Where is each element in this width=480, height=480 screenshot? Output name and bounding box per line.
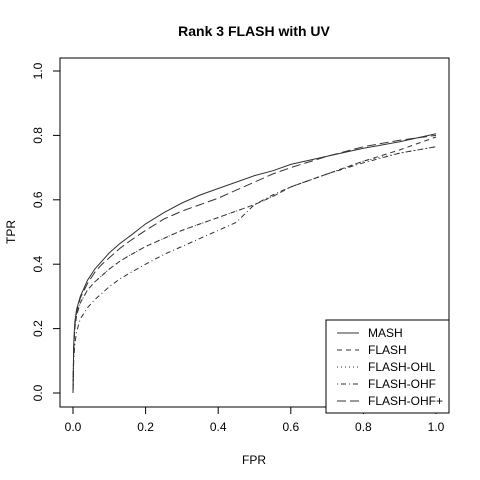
legend-label: FLASH [368,343,407,357]
y-tick-label: 0.6 [31,191,45,208]
y-axis-label: TPR [4,220,18,244]
series-line-5 [72,134,437,394]
x-tick-label: 0.0 [65,420,82,434]
y-tick-label: 0.8 [31,127,45,144]
series-line-4 [72,146,437,394]
y-axis-ticks: 0.0 0.2 0.4 0.6 0.8 1.0 [31,62,61,401]
legend-label: FLASH-OHF [368,377,436,391]
legend-box [325,319,450,414]
y-tick-label: 0.2 [31,320,45,337]
series-line-2 [72,136,437,394]
y-tick-label: 0.0 [31,384,45,401]
series-line-3 [72,146,437,394]
x-tick-label: 1.0 [428,420,445,434]
x-tick-label: 0.4 [210,420,227,434]
x-axis-label: FPR [242,453,266,467]
chart-title: Rank 3 FLASH with UV [178,23,330,39]
legend-label: MASH [368,326,403,340]
x-tick-label: 0.8 [355,420,372,434]
x-tick-label: 0.2 [137,420,154,434]
legend-label: FLASH-OHL [368,360,436,374]
y-tick-label: 1.0 [31,62,45,79]
legend-label: FLASH-OHF+ [368,394,443,408]
series-layer [72,133,437,394]
legend: MASH FLASH FLASH-OHL FLASH-OHF FLASH-OHF+ [325,319,450,414]
x-tick-label: 0.6 [282,420,299,434]
y-tick-label: 0.4 [31,256,45,273]
